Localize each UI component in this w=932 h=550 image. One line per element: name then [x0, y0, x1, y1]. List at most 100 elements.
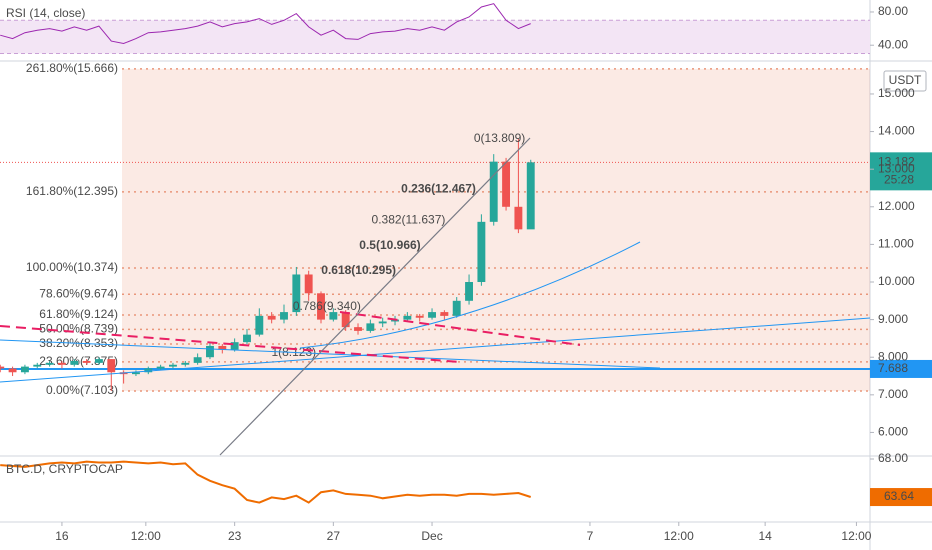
- candle-body: [341, 312, 350, 328]
- fib-label: 23.60%(7.875): [39, 354, 118, 368]
- x-tick-label: 7: [587, 529, 594, 543]
- candle-body: [57, 362, 66, 365]
- y-tick-label: 6.000: [878, 425, 908, 439]
- candle-body: [465, 282, 473, 301]
- candle-body: [280, 312, 288, 320]
- candle-body: [255, 315, 264, 335]
- last-price-badge: [870, 152, 932, 191]
- x-tick-label: 23: [228, 529, 242, 543]
- y-tick-label: 10.000: [878, 274, 915, 288]
- price-badge-label: 7.688: [878, 361, 908, 375]
- last-price-label: 13.182: [878, 155, 915, 169]
- y-tick-label: 8.000: [878, 349, 908, 363]
- quote-currency: USDT: [889, 73, 922, 87]
- candle-body: [82, 360, 91, 363]
- fib-label: 61.80%(9.124): [39, 307, 118, 321]
- pink-dashed-line: [0, 325, 461, 363]
- fib-retracement-label: 1(8.123): [271, 345, 316, 359]
- candle-body: [132, 372, 140, 375]
- y-tick-label: 9.000: [878, 312, 908, 326]
- fib-label: 100.00%(10.374): [26, 260, 118, 274]
- y-tick-label: 40.00: [878, 37, 908, 51]
- candle-body: [33, 364, 42, 367]
- candle-body: [144, 368, 153, 373]
- candle-body: [489, 161, 498, 222]
- candle-body: [440, 312, 449, 316]
- candle-body: [366, 323, 375, 331]
- candle-body: [107, 359, 116, 373]
- last-value-label: 63.64: [884, 489, 914, 503]
- candle-body: [94, 359, 103, 363]
- marks: 261.80%(15.666) 161.80%(12.395) 100.00%(10…: [0, 3, 870, 504]
- y-tick-label: 7.000: [878, 387, 908, 401]
- trend-curve: [299, 241, 641, 349]
- trend-line: [0, 317, 871, 383]
- indicator-line: [0, 3, 531, 45]
- candle-body: [169, 364, 177, 367]
- rsi-band: [0, 20, 870, 54]
- fib-retracement-label: 0.236(12.467): [401, 181, 476, 195]
- candle-body: [477, 221, 486, 283]
- y-tick-label: 12.000: [878, 199, 915, 213]
- candle-body: [354, 327, 362, 331]
- y-tick-label: 68.00: [878, 451, 908, 465]
- fib-retracement-label: 0(13.809): [474, 131, 525, 145]
- trend-line: [0, 339, 661, 369]
- candle-body: [329, 312, 338, 320]
- y-tick-label: 80.00: [878, 4, 908, 18]
- candle-body: [243, 334, 251, 343]
- candle-body: [206, 345, 214, 358]
- fib-label: 261.80%(15.666): [26, 61, 118, 75]
- candle-body: [514, 206, 523, 230]
- candle-body: [70, 360, 79, 365]
- candle-body: [428, 312, 436, 318]
- x-tick-label: 12:00: [664, 529, 694, 543]
- fib-retracement-label: 0.786(9.340): [293, 299, 361, 313]
- fib-retracement-label: 0.382(11.637): [372, 213, 446, 227]
- candle-body: [378, 321, 387, 324]
- fib-label: 0.00%(7.103): [46, 383, 118, 397]
- fib-label: 161.80%(12.395): [26, 184, 118, 198]
- candle-body: [20, 366, 29, 373]
- candle-body: [526, 162, 535, 230]
- candle-body: [0, 366, 5, 369]
- fib-trend-line: [219, 137, 531, 456]
- x-tick-label: 27: [327, 529, 341, 543]
- y-tick-label: 14.000: [878, 124, 915, 138]
- y-tick-label: 15.000: [878, 86, 915, 100]
- indicator-line: [0, 460, 532, 504]
- candle-body: [317, 293, 325, 320]
- y-tick-label: 13.000: [878, 161, 915, 175]
- candle-body: [452, 300, 461, 316]
- candle-body: [415, 315, 424, 318]
- rsi-title: RSI (14, close): [6, 6, 85, 20]
- countdown: 25:28: [884, 173, 914, 187]
- currency-box[interactable]: [883, 70, 927, 92]
- candle-body: [181, 362, 190, 365]
- candle-body: [267, 315, 276, 320]
- price-badge: [870, 359, 932, 378]
- x-tick-label: 14: [758, 529, 772, 543]
- x-tick-label: 16: [55, 529, 69, 543]
- y-tick-label: 11.000: [878, 237, 914, 251]
- candle-body: [403, 315, 412, 320]
- last-value-badge: [870, 488, 932, 507]
- fib-retracement-label: 0.5(10.966): [359, 238, 420, 252]
- candle-body: [45, 362, 54, 365]
- pink-dashed-line: [339, 311, 581, 346]
- candle-body: [230, 342, 239, 350]
- x-tick-label: 12:00: [131, 529, 161, 543]
- candle-body: [292, 274, 301, 313]
- candle-body: [502, 161, 511, 207]
- fib-label: 50.00%(8.739): [39, 322, 118, 336]
- x-tick-label: 12:00: [841, 529, 871, 543]
- fib-label: 78.60%(9.674): [39, 286, 118, 300]
- candle-body: [218, 345, 227, 350]
- fib-retracement-label: 0.618(10.295): [321, 263, 396, 277]
- candle-body: [304, 274, 313, 294]
- candle-body: [8, 368, 17, 373]
- candle-body: [156, 366, 165, 369]
- candle-body: [193, 357, 202, 363]
